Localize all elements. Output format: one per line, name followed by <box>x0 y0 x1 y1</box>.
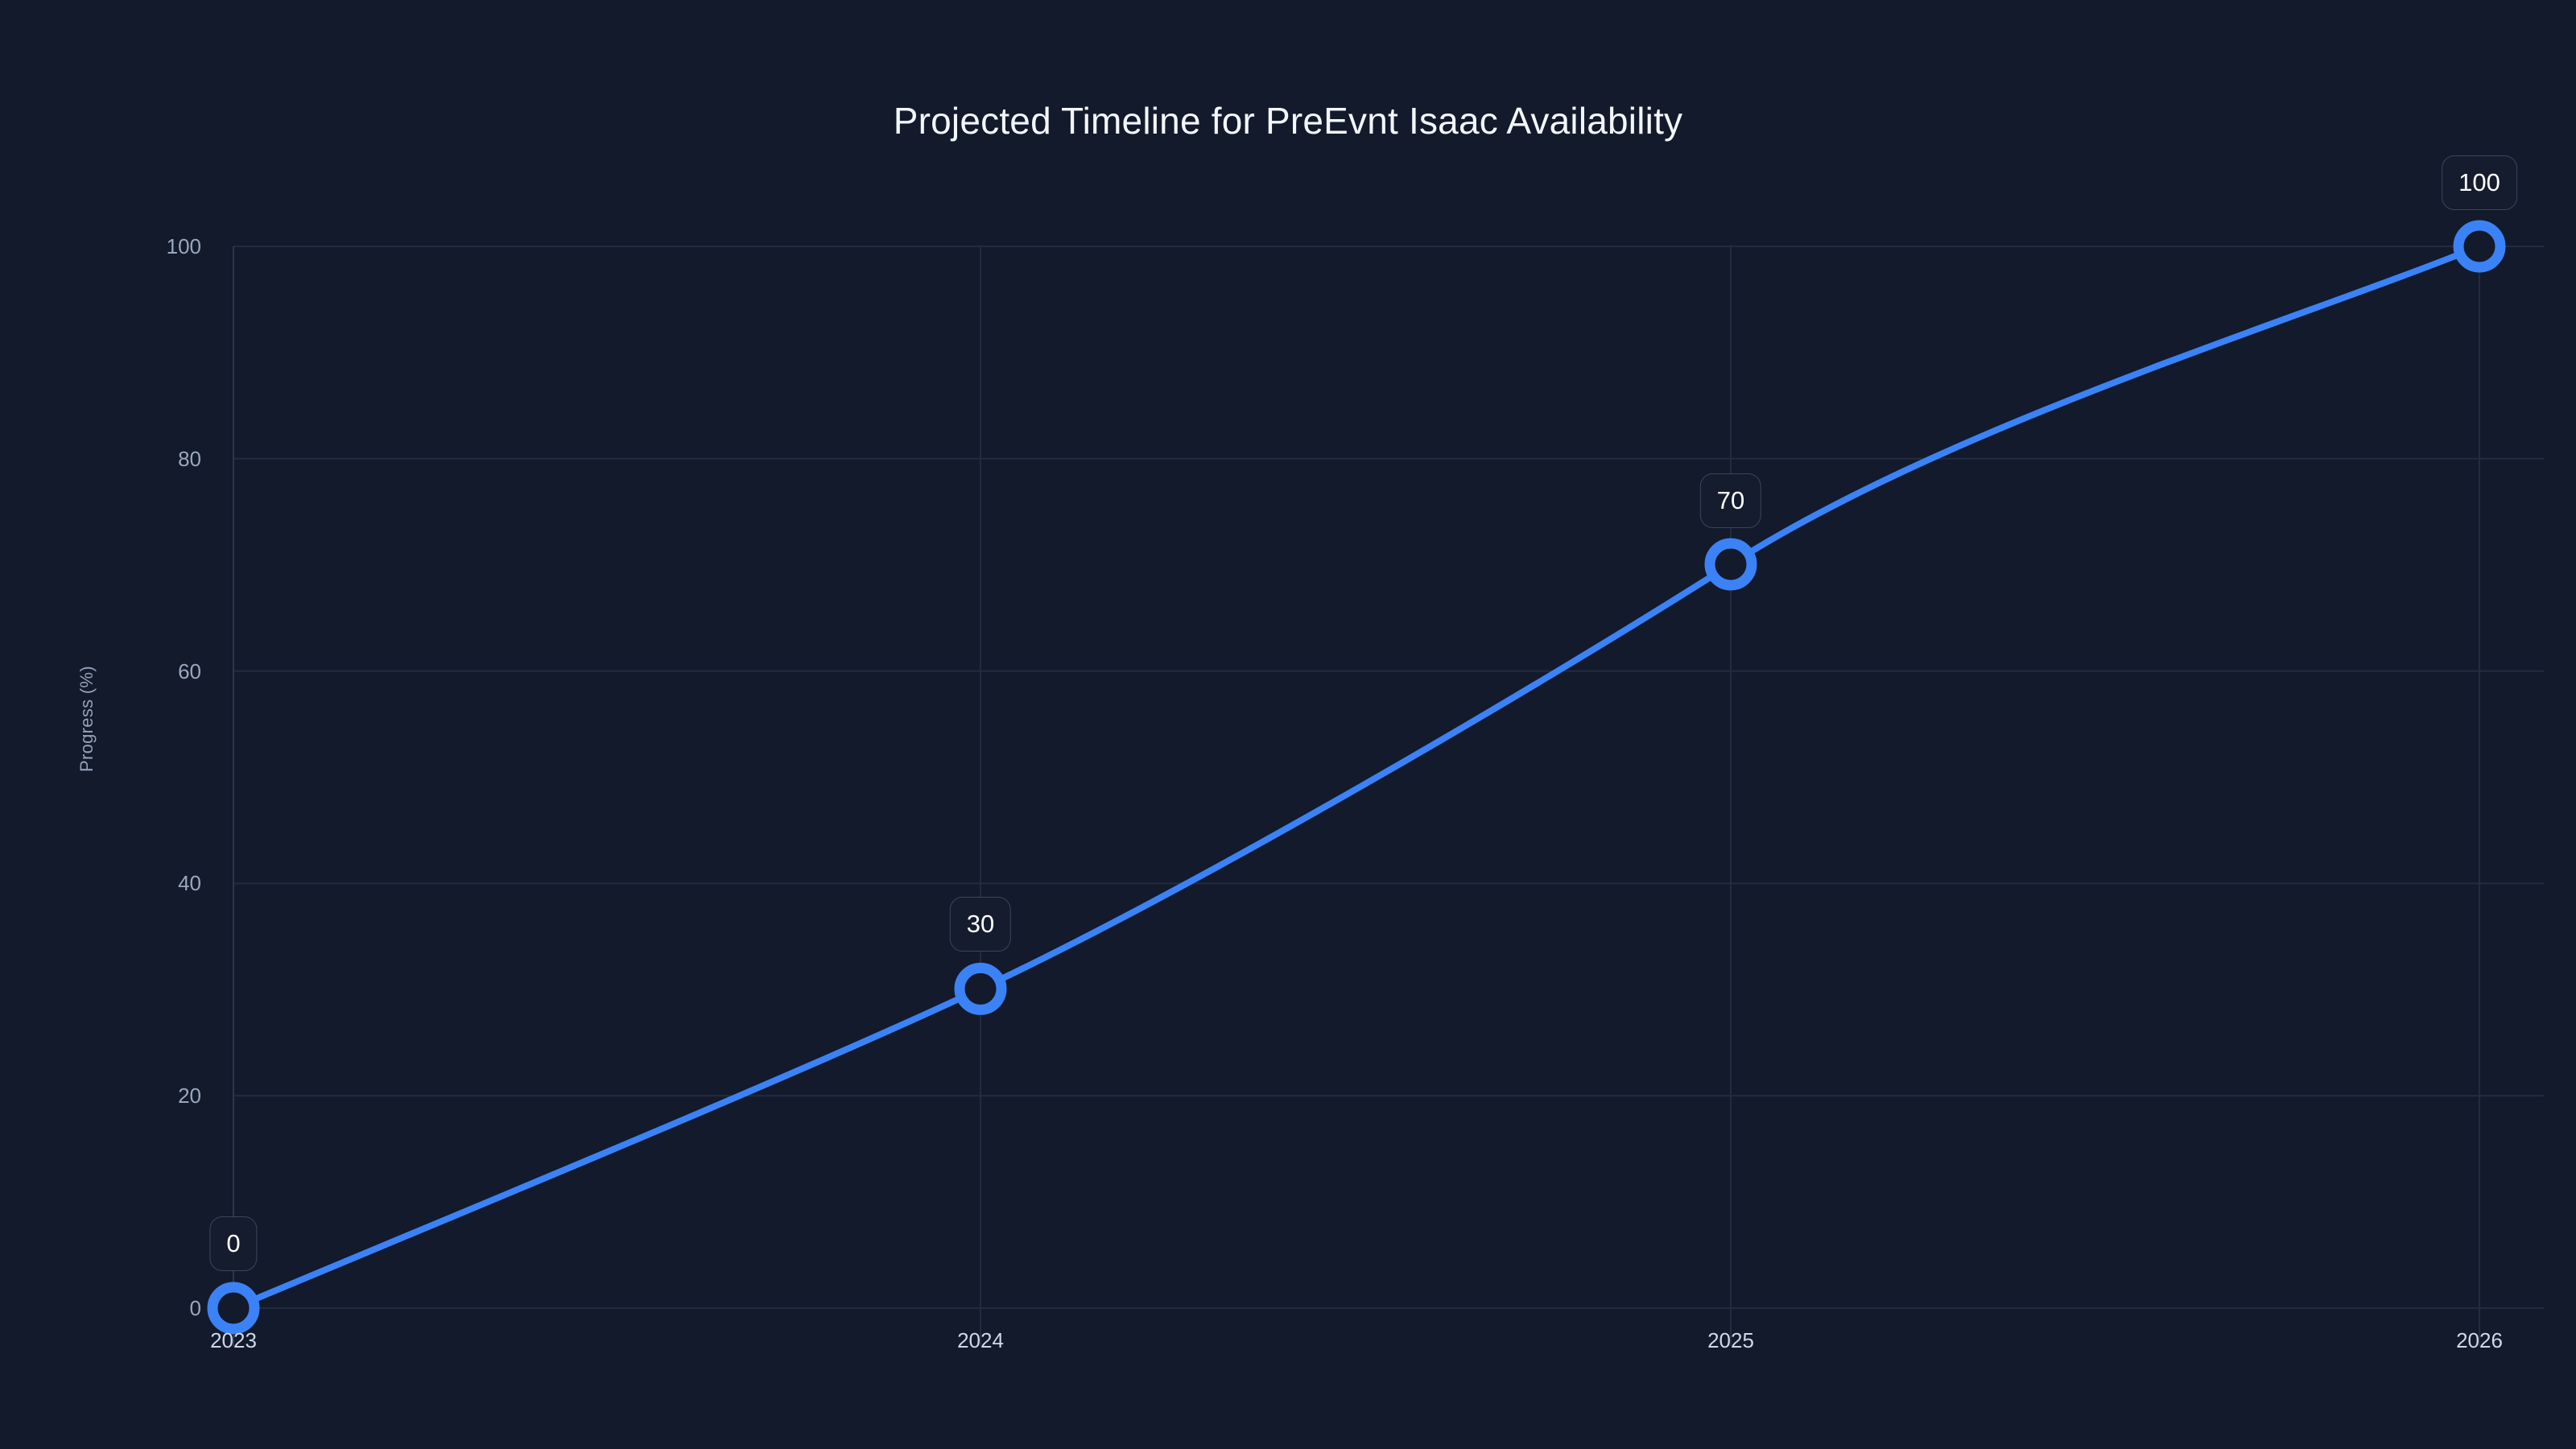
data-point-2025[interactable] <box>1704 538 1757 591</box>
y-tick-label-40: 40 <box>178 871 201 896</box>
x-tick-label-2026: 2026 <box>2456 1328 2503 1352</box>
chart-title: Projected Timeline for PreEvnt Isaac Ava… <box>893 100 1683 142</box>
y-tick-label-20: 20 <box>178 1084 201 1108</box>
y-tick-label-80: 80 <box>178 446 201 471</box>
data-label-badge-2026: 100 <box>2442 155 2517 210</box>
x-tick-label-2025: 2025 <box>1707 1328 1754 1352</box>
series-line-progress <box>230 243 2483 1311</box>
y-tick-label-60: 60 <box>178 658 201 683</box>
data-label-badge-2025: 70 <box>1699 473 1762 528</box>
data-point-markers[interactable] <box>207 220 2506 1335</box>
data-point-2026[interactable] <box>2453 220 2506 273</box>
data-point-2024[interactable] <box>954 962 1007 1015</box>
y-tick-label-0: 0 <box>189 1296 201 1320</box>
data-point-2023[interactable] <box>207 1282 260 1335</box>
data-label-badge-2024: 30 <box>949 897 1012 952</box>
y-tick-label-100: 100 <box>166 234 201 258</box>
vertical-gridlines <box>233 246 2480 1346</box>
x-tick-label-2024: 2024 <box>957 1328 1004 1352</box>
horizontal-gridlines <box>233 246 2544 1309</box>
data-label-badge-2023: 0 <box>209 1216 258 1271</box>
x-tick-label-2023: 2023 <box>210 1328 257 1352</box>
